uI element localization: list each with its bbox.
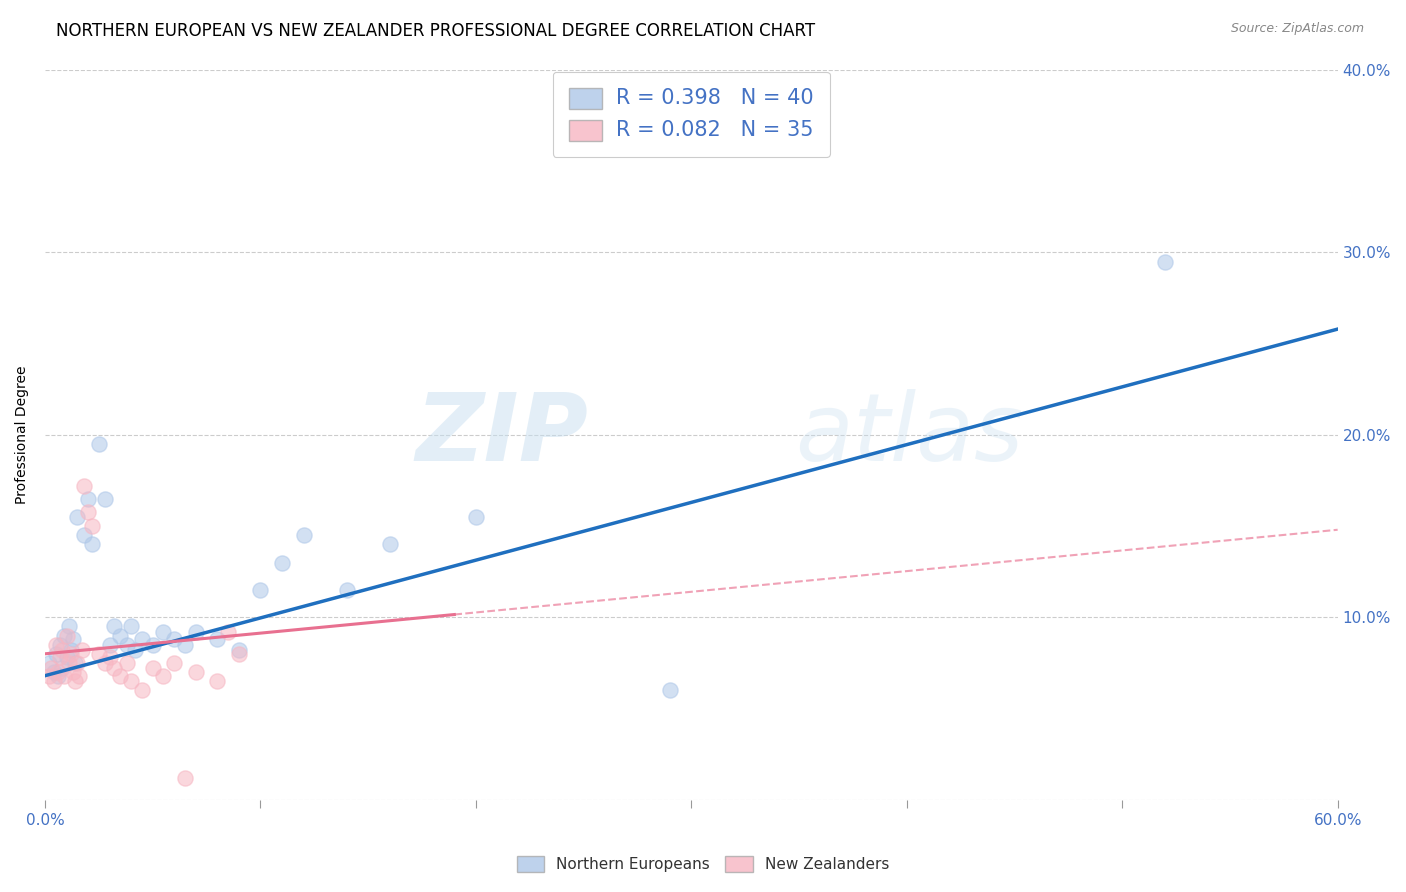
Point [58,619,80,633]
Point [58,656,80,670]
Point [228,647,250,661]
Point [217,624,239,639]
Point [73,479,96,493]
Point [66,510,89,524]
Point [131,683,153,698]
Text: Source: ZipAtlas.com: Source: ZipAtlas.com [1230,22,1364,36]
Point [152,669,174,683]
Point [98,638,121,652]
Y-axis label: Professional Degree: Professional Degree [15,366,30,504]
Point [464,510,486,524]
Point [271,556,294,570]
Point [87,437,110,451]
Point [94,656,117,670]
Point [87,647,110,661]
Point [55,629,77,643]
Point [174,638,197,652]
Point [69,669,91,683]
Point [115,638,138,652]
Point [174,771,197,785]
Point [207,674,229,689]
Point [82,537,104,551]
Point [66,656,89,670]
Point [103,661,125,675]
Point [46,665,69,679]
Point [38,656,60,670]
Point [207,632,229,647]
Point [163,656,186,670]
Text: ZIP: ZIP [415,389,588,481]
Point [51,643,73,657]
Point [77,491,100,506]
Point [59,647,82,661]
Point [142,661,165,675]
Point [120,619,142,633]
Legend: Northern Europeans, New Zealanders: Northern Europeans, New Zealanders [509,848,897,880]
Point [120,674,142,689]
Point [42,674,65,689]
Point [41,661,63,675]
Point [94,491,117,506]
Point [53,629,76,643]
Point [49,650,72,665]
Point [42,665,65,679]
Point [163,632,186,647]
Point [62,665,84,679]
Point [184,624,207,639]
Point [38,669,60,683]
Point [63,656,86,670]
Point [70,643,93,657]
Point [249,582,271,597]
Text: NORTHERN EUROPEAN VS NEW ZEALANDER PROFESSIONAL DEGREE CORRELATION CHART: NORTHERN EUROPEAN VS NEW ZEALANDER PROFE… [56,22,815,40]
Point [110,629,132,643]
Point [45,647,67,661]
Point [142,638,165,652]
Point [184,665,207,679]
Point [53,669,76,683]
Point [98,650,121,665]
Point [77,504,100,518]
Point [49,638,72,652]
Point [658,683,681,698]
Point [378,537,401,551]
Text: atlas: atlas [794,390,1024,481]
Point [63,674,86,689]
Point [115,656,138,670]
Point [292,528,315,542]
Point [59,643,82,657]
Point [82,519,104,533]
Point [124,643,146,657]
Point [1154,254,1177,268]
Point [51,661,73,675]
Point [62,632,84,647]
Point [336,582,359,597]
Point [46,669,69,683]
Point [110,669,132,683]
Point [73,528,96,542]
Point [152,624,174,639]
Point [228,643,250,657]
Legend: R = 0.398   N = 40, R = 0.082   N = 35: R = 0.398 N = 40, R = 0.082 N = 35 [553,71,830,157]
Point [55,650,77,665]
Point [131,632,153,647]
Point [45,638,67,652]
Point [103,619,125,633]
